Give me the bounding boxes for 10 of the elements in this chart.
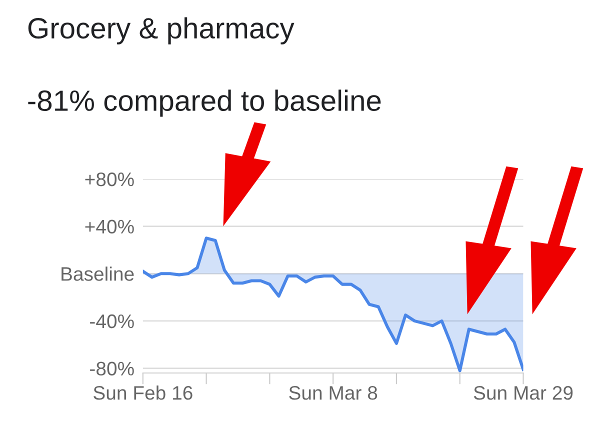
y-tick-label: +80%	[85, 172, 134, 186]
x-tick-label: Sun Mar 8	[289, 386, 378, 400]
y-tick-label: -80%	[90, 362, 134, 376]
x-tick-label: Sun Mar 29	[474, 386, 573, 400]
y-tick-label: Baseline	[62, 266, 134, 281]
chart-subtitle: -81% compared to baseline	[28, 90, 381, 117]
x-tick-label: Sun Feb 16	[94, 386, 192, 400]
chart-title: Grocery & pharmacy	[28, 17, 294, 44]
y-tick-label: +40%	[85, 220, 134, 234]
y-tick-label: -40%	[90, 314, 134, 328]
